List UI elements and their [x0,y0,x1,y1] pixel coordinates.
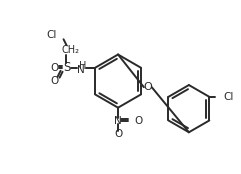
Text: O: O [51,63,59,73]
Text: Cl: Cl [223,92,234,102]
Text: S: S [63,61,70,74]
Text: Cl: Cl [46,30,57,40]
Text: O: O [51,76,59,86]
Text: N: N [114,116,122,126]
Text: CH₂: CH₂ [61,45,80,55]
Text: O: O [114,129,122,139]
Text: O: O [143,82,152,92]
Text: H: H [79,61,86,71]
Text: N: N [77,65,85,75]
Text: O: O [135,116,143,126]
